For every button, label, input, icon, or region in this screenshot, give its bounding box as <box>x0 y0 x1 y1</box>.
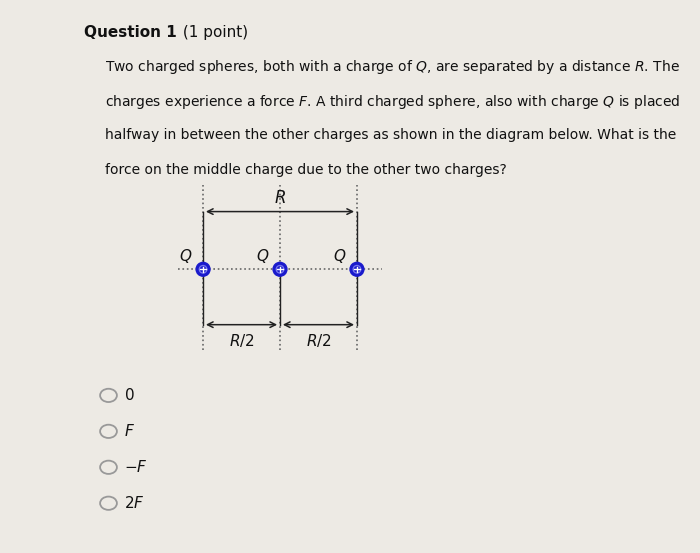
Text: $Q$: $Q$ <box>256 247 270 265</box>
Text: $Q$: $Q$ <box>332 247 346 265</box>
Text: $F$: $F$ <box>124 424 135 439</box>
Text: $R/2$: $R/2$ <box>306 332 331 349</box>
Circle shape <box>196 262 210 276</box>
Text: Two charged spheres, both with a charge of $Q$, are separated by a distance $R$.: Two charged spheres, both with a charge … <box>105 58 680 76</box>
Text: Question 1: Question 1 <box>84 25 176 40</box>
Text: charges experience a force $F$. A third charged sphere, also with charge $Q$ is : charges experience a force $F$. A third … <box>105 93 680 111</box>
Text: $R$: $R$ <box>274 189 286 207</box>
Circle shape <box>273 262 287 276</box>
Text: (1 point): (1 point) <box>178 25 248 40</box>
Text: $-F$: $-F$ <box>124 460 148 475</box>
Circle shape <box>350 262 364 276</box>
Text: $Q$: $Q$ <box>179 247 193 265</box>
Text: $2F$: $2F$ <box>124 495 145 511</box>
Text: $R/2$: $R/2$ <box>229 332 254 349</box>
Text: force on the middle charge due to the other two charges?: force on the middle charge due to the ot… <box>105 163 507 176</box>
Text: halfway in between the other charges as shown in the diagram below. What is the: halfway in between the other charges as … <box>105 128 676 142</box>
Text: $0$: $0$ <box>124 388 134 403</box>
